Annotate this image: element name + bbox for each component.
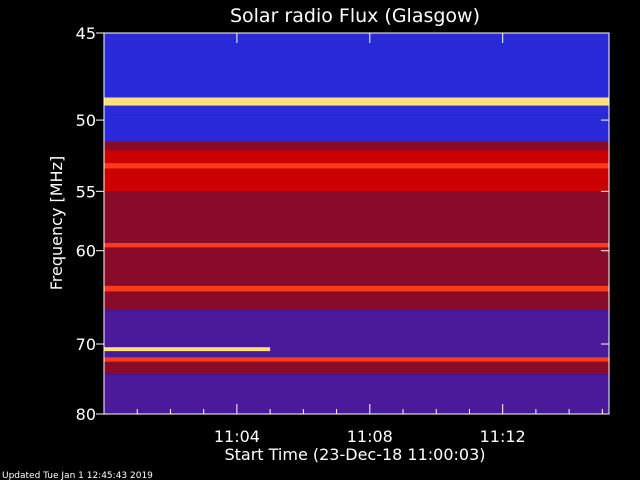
x-tick-label: 11:08: [347, 427, 393, 446]
y-tick-label: 70: [76, 335, 96, 354]
x-tick-label: 11:04: [214, 427, 260, 446]
spectrum-band: [104, 285, 609, 292]
spectrum-band: [104, 150, 609, 164]
spectrum-band: [104, 218, 609, 244]
spectrum-band: [104, 168, 609, 192]
x-axis-label: Start Time (23-Dec-18 11:00:03): [224, 445, 485, 464]
spectrum-band: [104, 33, 609, 45]
plot-frame: [103, 32, 610, 415]
spectrum-band: [104, 361, 609, 375]
y-tick-label: 45: [76, 24, 96, 43]
spectrum-band: [104, 243, 609, 248]
burst-strip: [104, 347, 271, 352]
spectrum-band: [104, 335, 609, 348]
x-tick-label: 11:12: [480, 427, 526, 446]
x-axis: 11:04 11:08 11:12: [103, 33, 603, 446]
y-tick-label: 60: [76, 242, 96, 261]
y-axis-label: Frequency [MHz]: [47, 156, 66, 290]
spectrum-band: [104, 357, 609, 362]
y-axis: 45 50 55 60 70 80: [76, 24, 609, 424]
spectrum-band: [104, 247, 609, 286]
y-tick-label: 80: [76, 405, 96, 424]
spectrum-band: [104, 44, 609, 98]
spectrum-band: [104, 310, 609, 336]
spectrum-band: [104, 141, 609, 151]
spectrum-band: [104, 291, 609, 311]
spectrum-band: [104, 97, 609, 106]
spectrum-band: [104, 115, 609, 142]
updated-timestamp: Updated Tue Jan 1 12:45:43 2019: [2, 471, 153, 480]
y-tick-label: 55: [76, 182, 96, 201]
plot-area: [103, 32, 610, 415]
spectrum-band: [104, 347, 609, 358]
y-tick-label: 50: [76, 111, 96, 130]
chart-title: Solar radio Flux (Glasgow): [230, 5, 480, 27]
spectrum-band: [104, 105, 609, 116]
spectrum-band: [104, 374, 609, 414]
spectrum-band: [104, 191, 609, 219]
spectrum-band: [104, 163, 609, 169]
